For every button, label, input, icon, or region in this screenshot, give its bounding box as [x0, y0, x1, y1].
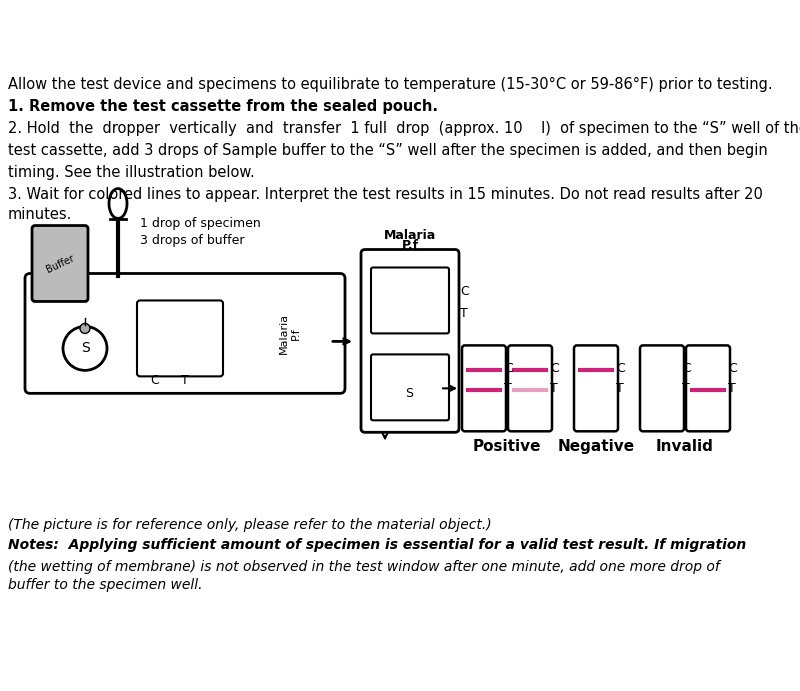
- Text: T: T: [616, 382, 624, 395]
- Text: S: S: [405, 387, 413, 400]
- FancyBboxPatch shape: [462, 346, 506, 431]
- Text: T: T: [728, 382, 736, 395]
- Text: C: C: [460, 285, 469, 298]
- FancyBboxPatch shape: [25, 274, 345, 393]
- Text: 1. Remove the test cassette from the sealed pouch.: 1. Remove the test cassette from the sea…: [8, 99, 438, 114]
- Text: Buffer: Buffer: [45, 253, 75, 274]
- Text: P.f: P.f: [402, 238, 418, 252]
- FancyBboxPatch shape: [574, 346, 618, 431]
- FancyBboxPatch shape: [686, 346, 730, 431]
- FancyBboxPatch shape: [371, 267, 449, 334]
- Text: TEST PROCEDURE: TEST PROCEDURE: [248, 15, 552, 44]
- Text: C: C: [150, 374, 159, 387]
- FancyBboxPatch shape: [640, 346, 684, 431]
- Text: 2. Hold  the  dropper  vertically  and  transfer  1 full  drop  (approx. 10    l: 2. Hold the dropper vertically and trans…: [8, 121, 800, 135]
- Text: 3 drops of buffer: 3 drops of buffer: [140, 234, 245, 247]
- Text: test cassette, add 3 drops of Sample buffer to the “S” well after the specimen i: test cassette, add 3 drops of Sample buf…: [8, 142, 768, 158]
- Text: buffer to the specimen well.: buffer to the specimen well.: [8, 578, 202, 592]
- Text: 3. Wait for colored lines to appear. Interpret the test results in 15 minutes. D: 3. Wait for colored lines to appear. Int…: [8, 187, 763, 202]
- Text: T: T: [504, 382, 512, 395]
- Text: Positive: Positive: [473, 439, 542, 454]
- Text: C: C: [616, 362, 625, 375]
- Text: timing. See the illustration below.: timing. See the illustration below.: [8, 164, 254, 180]
- Circle shape: [80, 323, 90, 334]
- Text: Negative: Negative: [558, 439, 634, 454]
- FancyBboxPatch shape: [371, 354, 449, 420]
- FancyBboxPatch shape: [137, 301, 223, 377]
- Text: Malaria
P.f: Malaria P.f: [279, 313, 301, 354]
- Text: (The picture is for reference only, please refer to the material object.): (The picture is for reference only, plea…: [8, 518, 492, 532]
- Text: T: T: [460, 307, 468, 320]
- Circle shape: [63, 326, 107, 370]
- Text: 1 drop of specimen: 1 drop of specimen: [140, 217, 261, 230]
- Text: C: C: [682, 362, 690, 375]
- Text: C: C: [728, 362, 737, 375]
- Text: S: S: [81, 341, 90, 355]
- FancyBboxPatch shape: [32, 225, 88, 301]
- Text: (the wetting of membrane) is not observed in the test window after one minute, a: (the wetting of membrane) is not observe…: [8, 560, 720, 574]
- Text: minutes.: minutes.: [8, 207, 72, 222]
- Text: Invalid: Invalid: [656, 439, 714, 454]
- Text: Malaria: Malaria: [384, 229, 436, 242]
- Text: Notes:  Applying sufficient amount of specimen is essential for a valid test res: Notes: Applying sufficient amount of spe…: [8, 538, 746, 552]
- Text: T: T: [550, 382, 558, 395]
- FancyBboxPatch shape: [508, 346, 552, 431]
- Ellipse shape: [109, 189, 127, 218]
- Text: C: C: [504, 362, 513, 375]
- Text: C: C: [550, 362, 558, 375]
- Text: T: T: [682, 382, 690, 395]
- Text: T: T: [181, 374, 189, 387]
- Text: Allow the test device and specimens to equilibrate to temperature (15-30°C or 59: Allow the test device and specimens to e…: [8, 77, 773, 92]
- FancyBboxPatch shape: [361, 249, 459, 433]
